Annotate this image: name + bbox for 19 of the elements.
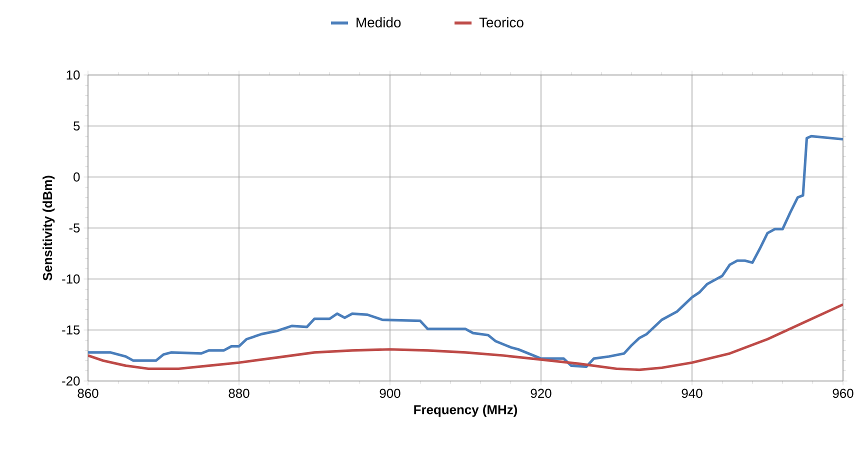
x-tick-label: 920 [530,388,552,398]
x-tick-label: 860 [78,388,98,398]
x-tick-label: 900 [380,388,400,398]
x-tick-label: 880 [228,388,250,398]
y-tick-label: 5 [74,121,80,131]
y-tick-label: 10 [66,70,80,80]
line-series [88,134,844,368]
y-tick-label: -15 [62,325,80,335]
y-tick-label: -5 [69,223,80,233]
x-tick-label: 960 [832,388,854,398]
y-axis-title: Sensitivity (dBm) [42,176,55,281]
y-tick-label: -10 [62,274,80,284]
x-axis-title: Frequency (MHz) [414,404,518,417]
legend-label: Medido [356,17,401,28]
line-series [88,303,844,372]
x-tick-label: 940 [682,388,702,398]
y-tick-label: 0 [74,172,80,182]
legend-label: Teorico [479,17,524,28]
y-tick-label: -20 [62,376,80,386]
